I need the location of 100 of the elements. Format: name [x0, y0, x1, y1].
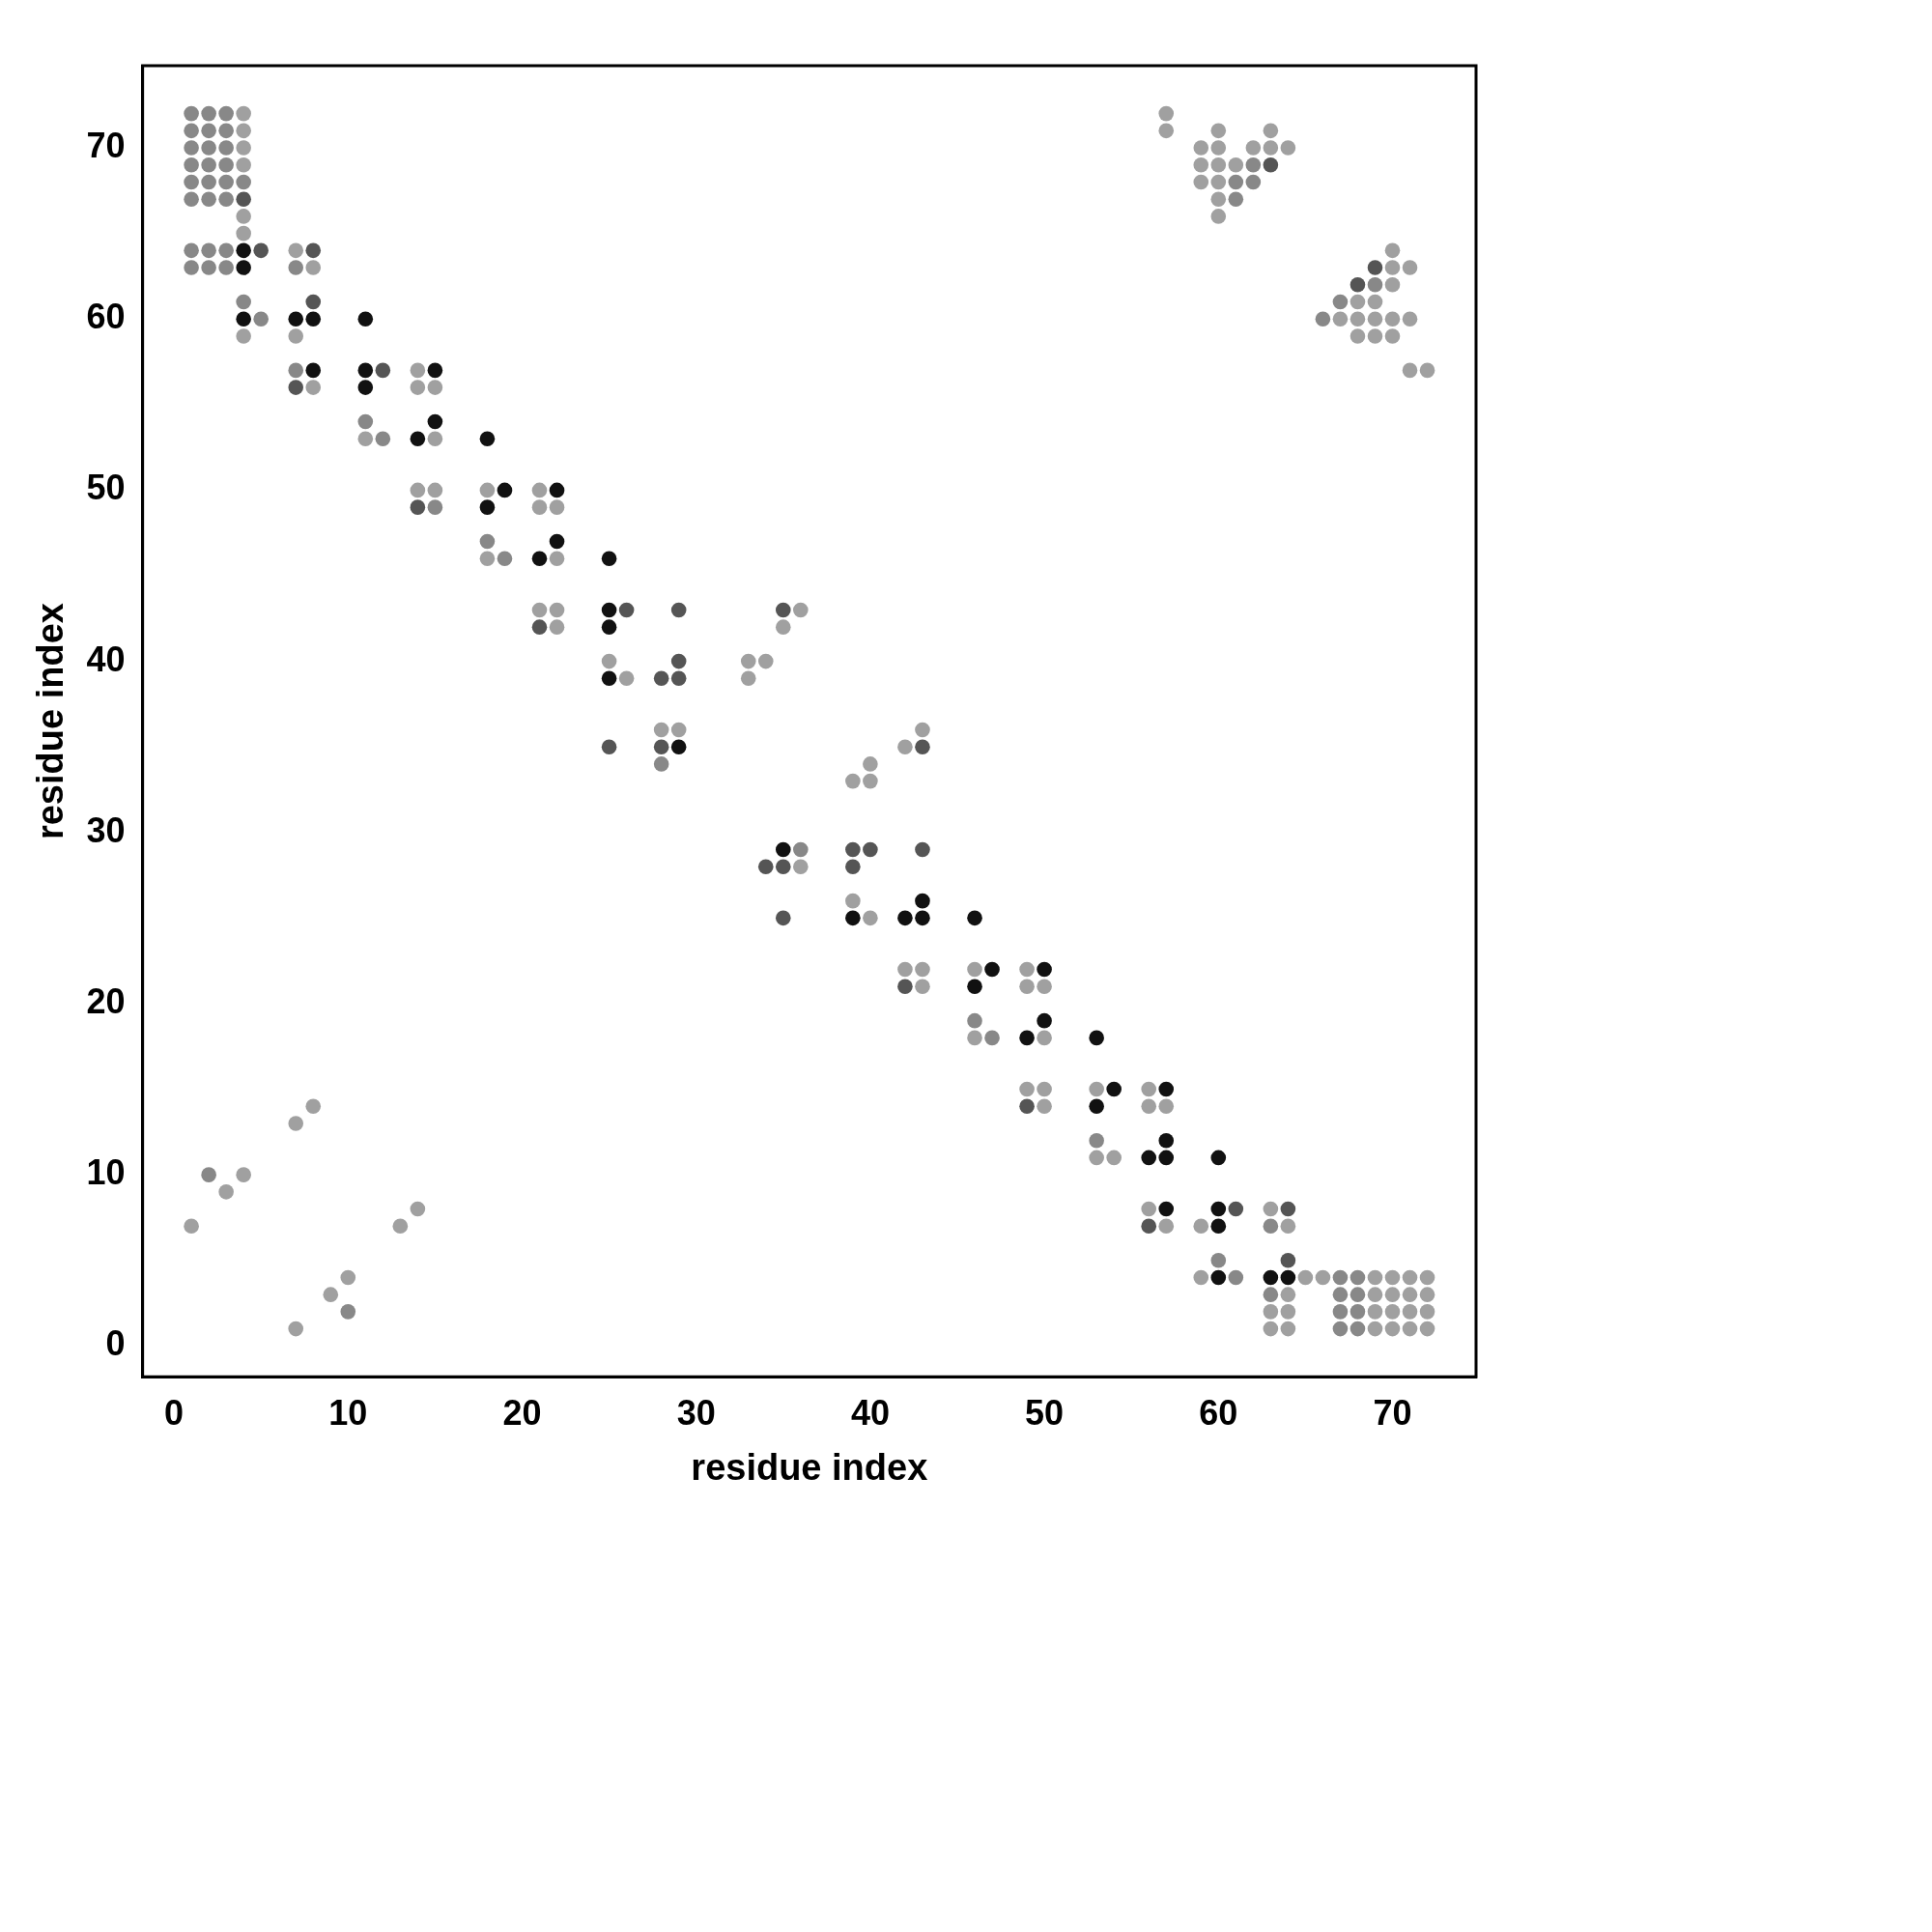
- y-tick-label: 20: [86, 980, 126, 1021]
- point: [793, 841, 809, 858]
- point: [1141, 1150, 1157, 1166]
- point: [1210, 1201, 1227, 1217]
- point: [1350, 1269, 1366, 1286]
- point: [201, 123, 216, 139]
- point: [1332, 1304, 1349, 1320]
- point: [1332, 294, 1349, 310]
- point: [531, 619, 548, 635]
- point: [479, 533, 496, 550]
- point: [184, 242, 199, 259]
- point: [479, 499, 496, 515]
- point: [1089, 1132, 1104, 1149]
- point: [1280, 1269, 1296, 1286]
- point: [236, 191, 251, 207]
- point: [184, 191, 199, 207]
- point: [305, 311, 322, 327]
- point: [1089, 1098, 1104, 1115]
- point: [410, 431, 426, 447]
- point: [775, 859, 791, 874]
- x-tick-label: 60: [1199, 1392, 1238, 1433]
- point: [497, 551, 513, 567]
- point: [1245, 174, 1262, 190]
- point: [479, 431, 496, 447]
- point: [915, 841, 930, 858]
- point: [845, 859, 861, 874]
- x-tick-label: 20: [502, 1392, 542, 1433]
- y-tick-label: 60: [86, 297, 126, 337]
- point: [236, 311, 251, 327]
- point: [601, 602, 617, 618]
- point: [236, 174, 251, 190]
- point: [915, 739, 930, 754]
- x-tick-label: 30: [676, 1392, 716, 1433]
- point: [601, 551, 617, 567]
- point: [549, 533, 565, 550]
- point: [218, 123, 234, 139]
- point: [1350, 276, 1366, 293]
- point: [1158, 1201, 1175, 1217]
- point: [1332, 1269, 1349, 1286]
- point: [184, 105, 199, 122]
- point: [201, 260, 216, 275]
- point: [184, 140, 199, 156]
- point: [1367, 276, 1383, 293]
- point: [1245, 156, 1262, 173]
- point: [1350, 1321, 1366, 1337]
- x-tick-label: 10: [328, 1392, 368, 1433]
- point: [184, 260, 199, 275]
- point: [201, 1167, 216, 1182]
- point: [915, 910, 930, 926]
- point: [1263, 1269, 1279, 1286]
- point: [1228, 1201, 1244, 1217]
- point: [357, 311, 374, 327]
- point: [984, 961, 1000, 978]
- point: [775, 910, 791, 926]
- y-tick-label: 10: [86, 1152, 126, 1193]
- point: [305, 362, 322, 379]
- y-tick-label: 70: [86, 125, 126, 165]
- point: [288, 260, 304, 275]
- point: [1037, 1012, 1052, 1029]
- point: [863, 841, 878, 858]
- point: [601, 619, 617, 635]
- y-tick-label: 50: [86, 468, 126, 508]
- point: [1228, 191, 1244, 207]
- point: [967, 1012, 982, 1029]
- point: [757, 859, 774, 874]
- point: [601, 670, 617, 687]
- point: [1263, 1218, 1279, 1235]
- point: [427, 499, 443, 515]
- point: [201, 191, 216, 207]
- point: [670, 670, 687, 687]
- point: [305, 242, 322, 259]
- point: [201, 174, 216, 190]
- point: [218, 191, 234, 207]
- point: [375, 431, 391, 447]
- point: [601, 739, 617, 754]
- point: [1210, 1218, 1227, 1235]
- point: [1037, 961, 1052, 978]
- point: [1106, 1081, 1122, 1097]
- point: [288, 362, 304, 379]
- point: [653, 756, 669, 772]
- point: [201, 105, 216, 122]
- point: [775, 602, 791, 618]
- point: [288, 311, 304, 327]
- point: [1089, 1030, 1104, 1046]
- point: [549, 482, 565, 498]
- point: [184, 123, 199, 139]
- point: [218, 156, 234, 173]
- point: [288, 380, 304, 395]
- point: [1158, 1081, 1175, 1097]
- point: [618, 602, 635, 618]
- point: [1263, 156, 1279, 173]
- point: [1210, 1269, 1227, 1286]
- point: [218, 174, 234, 190]
- point: [1210, 1150, 1227, 1166]
- point: [357, 413, 374, 430]
- point: [653, 670, 669, 687]
- point: [653, 739, 669, 754]
- point: [1280, 1201, 1296, 1217]
- point: [427, 362, 443, 379]
- point: [1141, 1218, 1157, 1235]
